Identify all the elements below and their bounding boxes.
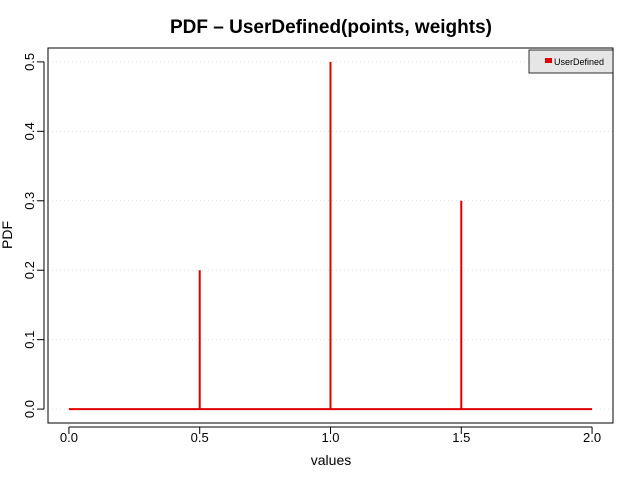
- y-tick-label-5: 0.5: [22, 53, 37, 71]
- x-axis-label: values: [311, 452, 351, 468]
- y-tick-label-3: 0.3: [22, 192, 37, 210]
- y-tick-label-0: 0.0: [22, 400, 37, 418]
- x-tick-label-4: 2.0: [583, 430, 601, 445]
- x-tick-label-1: 0.5: [191, 430, 209, 445]
- legend-box: [528, 49, 614, 74]
- chart-title: PDF – UserDefined(points, weights): [170, 17, 492, 38]
- y-tick-label-1: 0.1: [22, 331, 37, 349]
- y-tick-label-2: 0.2: [22, 261, 37, 279]
- y-tick-label-4: 0.4: [22, 122, 37, 140]
- legend-entry-userdefined: UserDefined: [554, 57, 604, 67]
- x-tick-label-2: 1.0: [321, 430, 339, 445]
- y-axis-label: PDF: [0, 221, 15, 249]
- x-tick-label-0: 0.0: [60, 430, 78, 445]
- series-layer: [68, 61, 593, 411]
- x-tick-label-3: 1.5: [452, 430, 470, 445]
- legend-swatch: [545, 58, 552, 63]
- axis-layer: 0.0 0.5 1.0 1.5 2.0 0.0 0.1 0.2 0.3 0.4 0.5: [22, 53, 601, 445]
- legend: UserDefined: [528, 49, 614, 74]
- plot-frame: [47, 47, 614, 424]
